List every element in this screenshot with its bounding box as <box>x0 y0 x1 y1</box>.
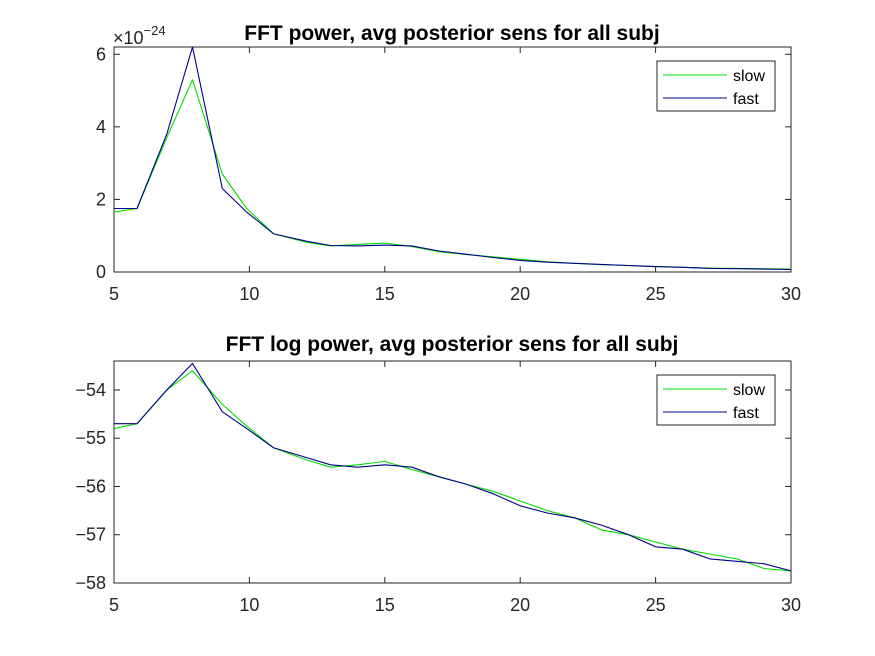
x-tick-label: 5 <box>109 595 119 615</box>
bottom-plot-title: FFT log power, avg posterior sens for al… <box>226 333 679 356</box>
top-plot-title: FFT power, avg posterior sens for all su… <box>244 22 659 45</box>
x-tick-label: 25 <box>646 595 666 615</box>
legend-label-slow: slow <box>733 382 765 399</box>
legend-box <box>656 60 776 112</box>
x-tick-label: 5 <box>109 284 119 304</box>
top-plot: FFT power, avg posterior sens for all su… <box>96 22 801 304</box>
series-line-fast <box>114 362 792 572</box>
x-tick-label: 15 <box>375 595 395 615</box>
exponent-base: ×10 <box>113 28 144 48</box>
legend-box <box>656 374 776 426</box>
y-tick-label: 4 <box>96 117 106 137</box>
bottom-plot: FFT log power, avg posterior sens for al… <box>75 333 801 615</box>
x-tick-label: 25 <box>646 284 666 304</box>
y-tick-label: −54 <box>75 380 106 400</box>
y-tick-label: 0 <box>96 262 106 282</box>
x-tick-label: 20 <box>510 284 530 304</box>
y-tick-label: −58 <box>75 573 106 593</box>
exponent-power: −24 <box>144 23 166 38</box>
legend-label-fast: fast <box>733 91 759 108</box>
x-tick-label: 10 <box>239 595 259 615</box>
legend-label-slow: slow <box>733 68 765 85</box>
series-line-fast <box>114 46 792 271</box>
top-plot-legend: slow fast <box>656 60 776 112</box>
x-tick-label: 10 <box>239 284 259 304</box>
x-tick-label: 30 <box>781 595 801 615</box>
x-tick-label: 30 <box>781 284 801 304</box>
y-tick-label: 2 <box>96 189 106 209</box>
y-tick-label: −57 <box>75 525 106 545</box>
legend-label-fast: fast <box>733 405 759 422</box>
top-plot-exponent-label: ×10−24 <box>113 23 166 48</box>
y-tick-label: −55 <box>75 428 106 448</box>
x-tick-label: 15 <box>375 284 395 304</box>
y-tick-label: 6 <box>96 44 106 64</box>
bottom-plot-legend: slow fast <box>656 374 776 426</box>
y-tick-label: −56 <box>75 476 106 496</box>
x-tick-label: 20 <box>510 595 530 615</box>
